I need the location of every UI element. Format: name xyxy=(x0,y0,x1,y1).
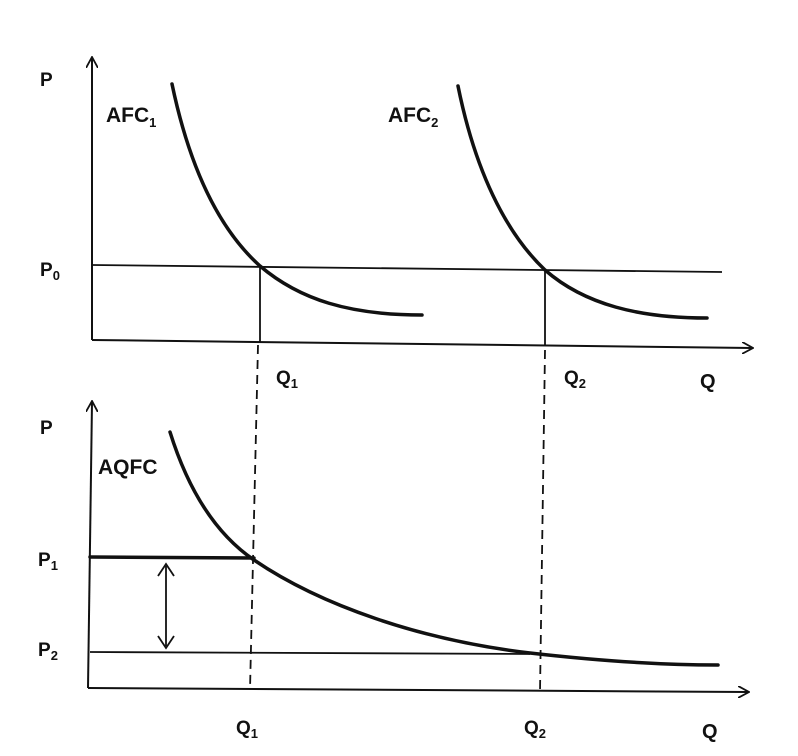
top-q2-label: Q2 xyxy=(564,368,586,391)
top-y-axis-label: P xyxy=(40,70,53,91)
q2-connector-dashed xyxy=(539,349,546,693)
aqfc-curve xyxy=(168,430,720,667)
top-panel: P Q P0 AFC1 AFC2 Q1 Q2 xyxy=(40,58,752,393)
bottom-price-label-p2: P2 xyxy=(38,640,58,663)
bottom-y-axis-label: P xyxy=(40,418,53,439)
bottom-panel: P Q AQFC P1 P2 Q1 Q2 xyxy=(38,402,748,743)
bottom-price-label-p1: P1 xyxy=(38,550,58,573)
q1-connector-dashed xyxy=(249,344,259,691)
bottom-y-axis xyxy=(88,402,92,689)
afc2-label: AFC2 xyxy=(388,104,438,130)
top-x-axis xyxy=(91,339,752,348)
afc1-curve xyxy=(170,82,424,317)
bottom-q2-label: Q2 xyxy=(524,718,546,741)
top-x-axis-label: Q xyxy=(700,371,716,393)
bottom-price-line-p2 xyxy=(89,651,531,655)
price-difference-arrow xyxy=(157,562,175,650)
aqfc-label: AQFC xyxy=(98,456,158,479)
bottom-q1-label: Q1 xyxy=(236,718,258,741)
afc1-label: AFC1 xyxy=(106,104,156,130)
top-q1-label: Q1 xyxy=(276,368,298,391)
bottom-price-line-p1 xyxy=(88,555,256,560)
top-price-line-p0 xyxy=(91,264,723,273)
top-price-label-p0: P0 xyxy=(40,260,60,283)
afc2-curve xyxy=(456,84,709,320)
bottom-x-axis xyxy=(87,688,748,692)
bottom-x-axis-label: Q xyxy=(702,721,718,743)
